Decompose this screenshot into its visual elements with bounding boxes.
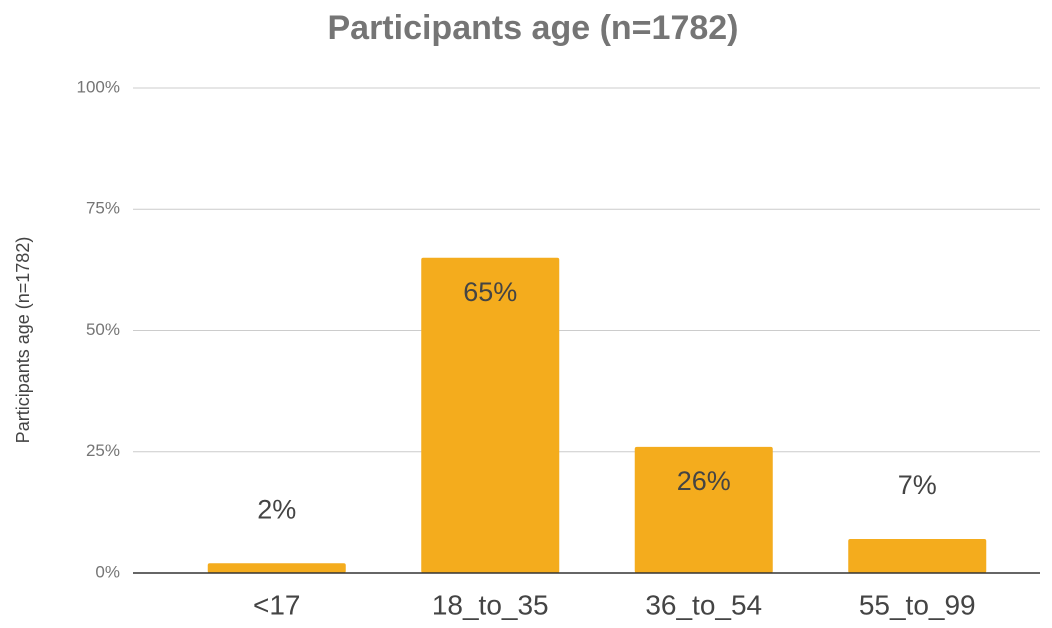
y-tick-label: 75%: [86, 199, 120, 218]
x-tick-label: <17: [253, 589, 301, 620]
y-tick-label: 0%: [95, 562, 120, 581]
data-label: 2%: [257, 494, 296, 524]
bar: [634, 446, 773, 573]
data-label: 65%: [463, 277, 517, 307]
bar: [848, 539, 987, 573]
y-tick-label: 100%: [77, 77, 120, 96]
data-label: 7%: [898, 470, 937, 500]
y-tick-label: 50%: [86, 320, 120, 339]
data-label: 26%: [677, 466, 731, 496]
bar: [421, 257, 560, 573]
chart-title: Participants age (n=1782): [327, 9, 738, 47]
y-axis-label: Participants age (n=1782): [13, 237, 33, 444]
y-tick-label: 25%: [86, 441, 120, 460]
x-tick-label: 18_to_35: [432, 589, 549, 620]
bar: [207, 563, 346, 573]
x-tick-label: 36_to_54: [645, 589, 762, 620]
x-tick-label: 55_to_99: [859, 589, 976, 620]
